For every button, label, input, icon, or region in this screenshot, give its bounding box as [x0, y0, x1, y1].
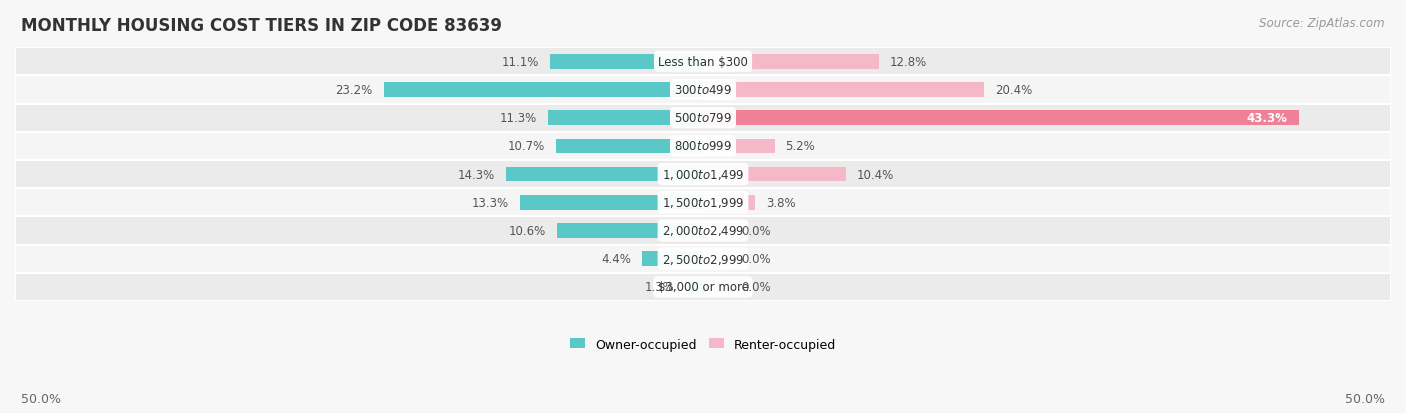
- Bar: [703, 195, 755, 210]
- Text: 5.2%: 5.2%: [786, 140, 815, 153]
- Bar: [15, 48, 1391, 76]
- Bar: [703, 111, 1299, 126]
- Text: $1,500 to $1,999: $1,500 to $1,999: [662, 196, 744, 210]
- Bar: [550, 55, 703, 69]
- Bar: [506, 167, 703, 182]
- Bar: [15, 245, 1391, 273]
- Bar: [15, 133, 1391, 161]
- Text: 13.3%: 13.3%: [472, 196, 509, 209]
- Text: 1.3%: 1.3%: [644, 281, 673, 294]
- Text: Source: ZipAtlas.com: Source: ZipAtlas.com: [1260, 17, 1385, 29]
- Text: 20.4%: 20.4%: [994, 84, 1032, 97]
- Bar: [703, 280, 731, 294]
- Bar: [703, 223, 731, 238]
- Text: 0.0%: 0.0%: [741, 224, 770, 237]
- Text: 23.2%: 23.2%: [336, 84, 373, 97]
- Bar: [703, 139, 775, 154]
- Text: 50.0%: 50.0%: [21, 392, 60, 405]
- Text: 10.7%: 10.7%: [508, 140, 544, 153]
- Text: Less than $300: Less than $300: [658, 56, 748, 69]
- Bar: [384, 83, 703, 97]
- Bar: [703, 167, 846, 182]
- Bar: [555, 139, 703, 154]
- Bar: [643, 252, 703, 266]
- Text: MONTHLY HOUSING COST TIERS IN ZIP CODE 83639: MONTHLY HOUSING COST TIERS IN ZIP CODE 8…: [21, 17, 502, 34]
- Bar: [15, 161, 1391, 189]
- Text: 0.0%: 0.0%: [741, 281, 770, 294]
- Bar: [685, 280, 703, 294]
- Bar: [15, 189, 1391, 217]
- Text: 43.3%: 43.3%: [1247, 112, 1288, 125]
- Bar: [15, 76, 1391, 104]
- Text: 3.8%: 3.8%: [766, 196, 796, 209]
- Text: $1,000 to $1,499: $1,000 to $1,499: [662, 168, 744, 182]
- Bar: [703, 55, 879, 69]
- Legend: Owner-occupied, Renter-occupied: Owner-occupied, Renter-occupied: [569, 338, 837, 351]
- Bar: [15, 273, 1391, 301]
- Text: 10.4%: 10.4%: [858, 168, 894, 181]
- Text: $500 to $799: $500 to $799: [673, 112, 733, 125]
- Bar: [15, 217, 1391, 245]
- Bar: [547, 111, 703, 126]
- Bar: [557, 223, 703, 238]
- Bar: [520, 195, 703, 210]
- Text: 10.6%: 10.6%: [509, 224, 546, 237]
- Text: 50.0%: 50.0%: [1346, 392, 1385, 405]
- Text: $800 to $999: $800 to $999: [673, 140, 733, 153]
- Text: $3,000 or more: $3,000 or more: [658, 281, 748, 294]
- Text: 0.0%: 0.0%: [741, 253, 770, 266]
- Text: 12.8%: 12.8%: [890, 56, 928, 69]
- Text: 4.4%: 4.4%: [602, 253, 631, 266]
- Bar: [15, 104, 1391, 133]
- Text: $2,500 to $2,999: $2,500 to $2,999: [662, 252, 744, 266]
- Bar: [703, 83, 984, 97]
- Text: 11.1%: 11.1%: [502, 56, 540, 69]
- Text: 14.3%: 14.3%: [458, 168, 495, 181]
- Text: $2,000 to $2,499: $2,000 to $2,499: [662, 224, 744, 238]
- Text: 11.3%: 11.3%: [499, 112, 537, 125]
- Bar: [703, 252, 731, 266]
- Text: $300 to $499: $300 to $499: [673, 84, 733, 97]
